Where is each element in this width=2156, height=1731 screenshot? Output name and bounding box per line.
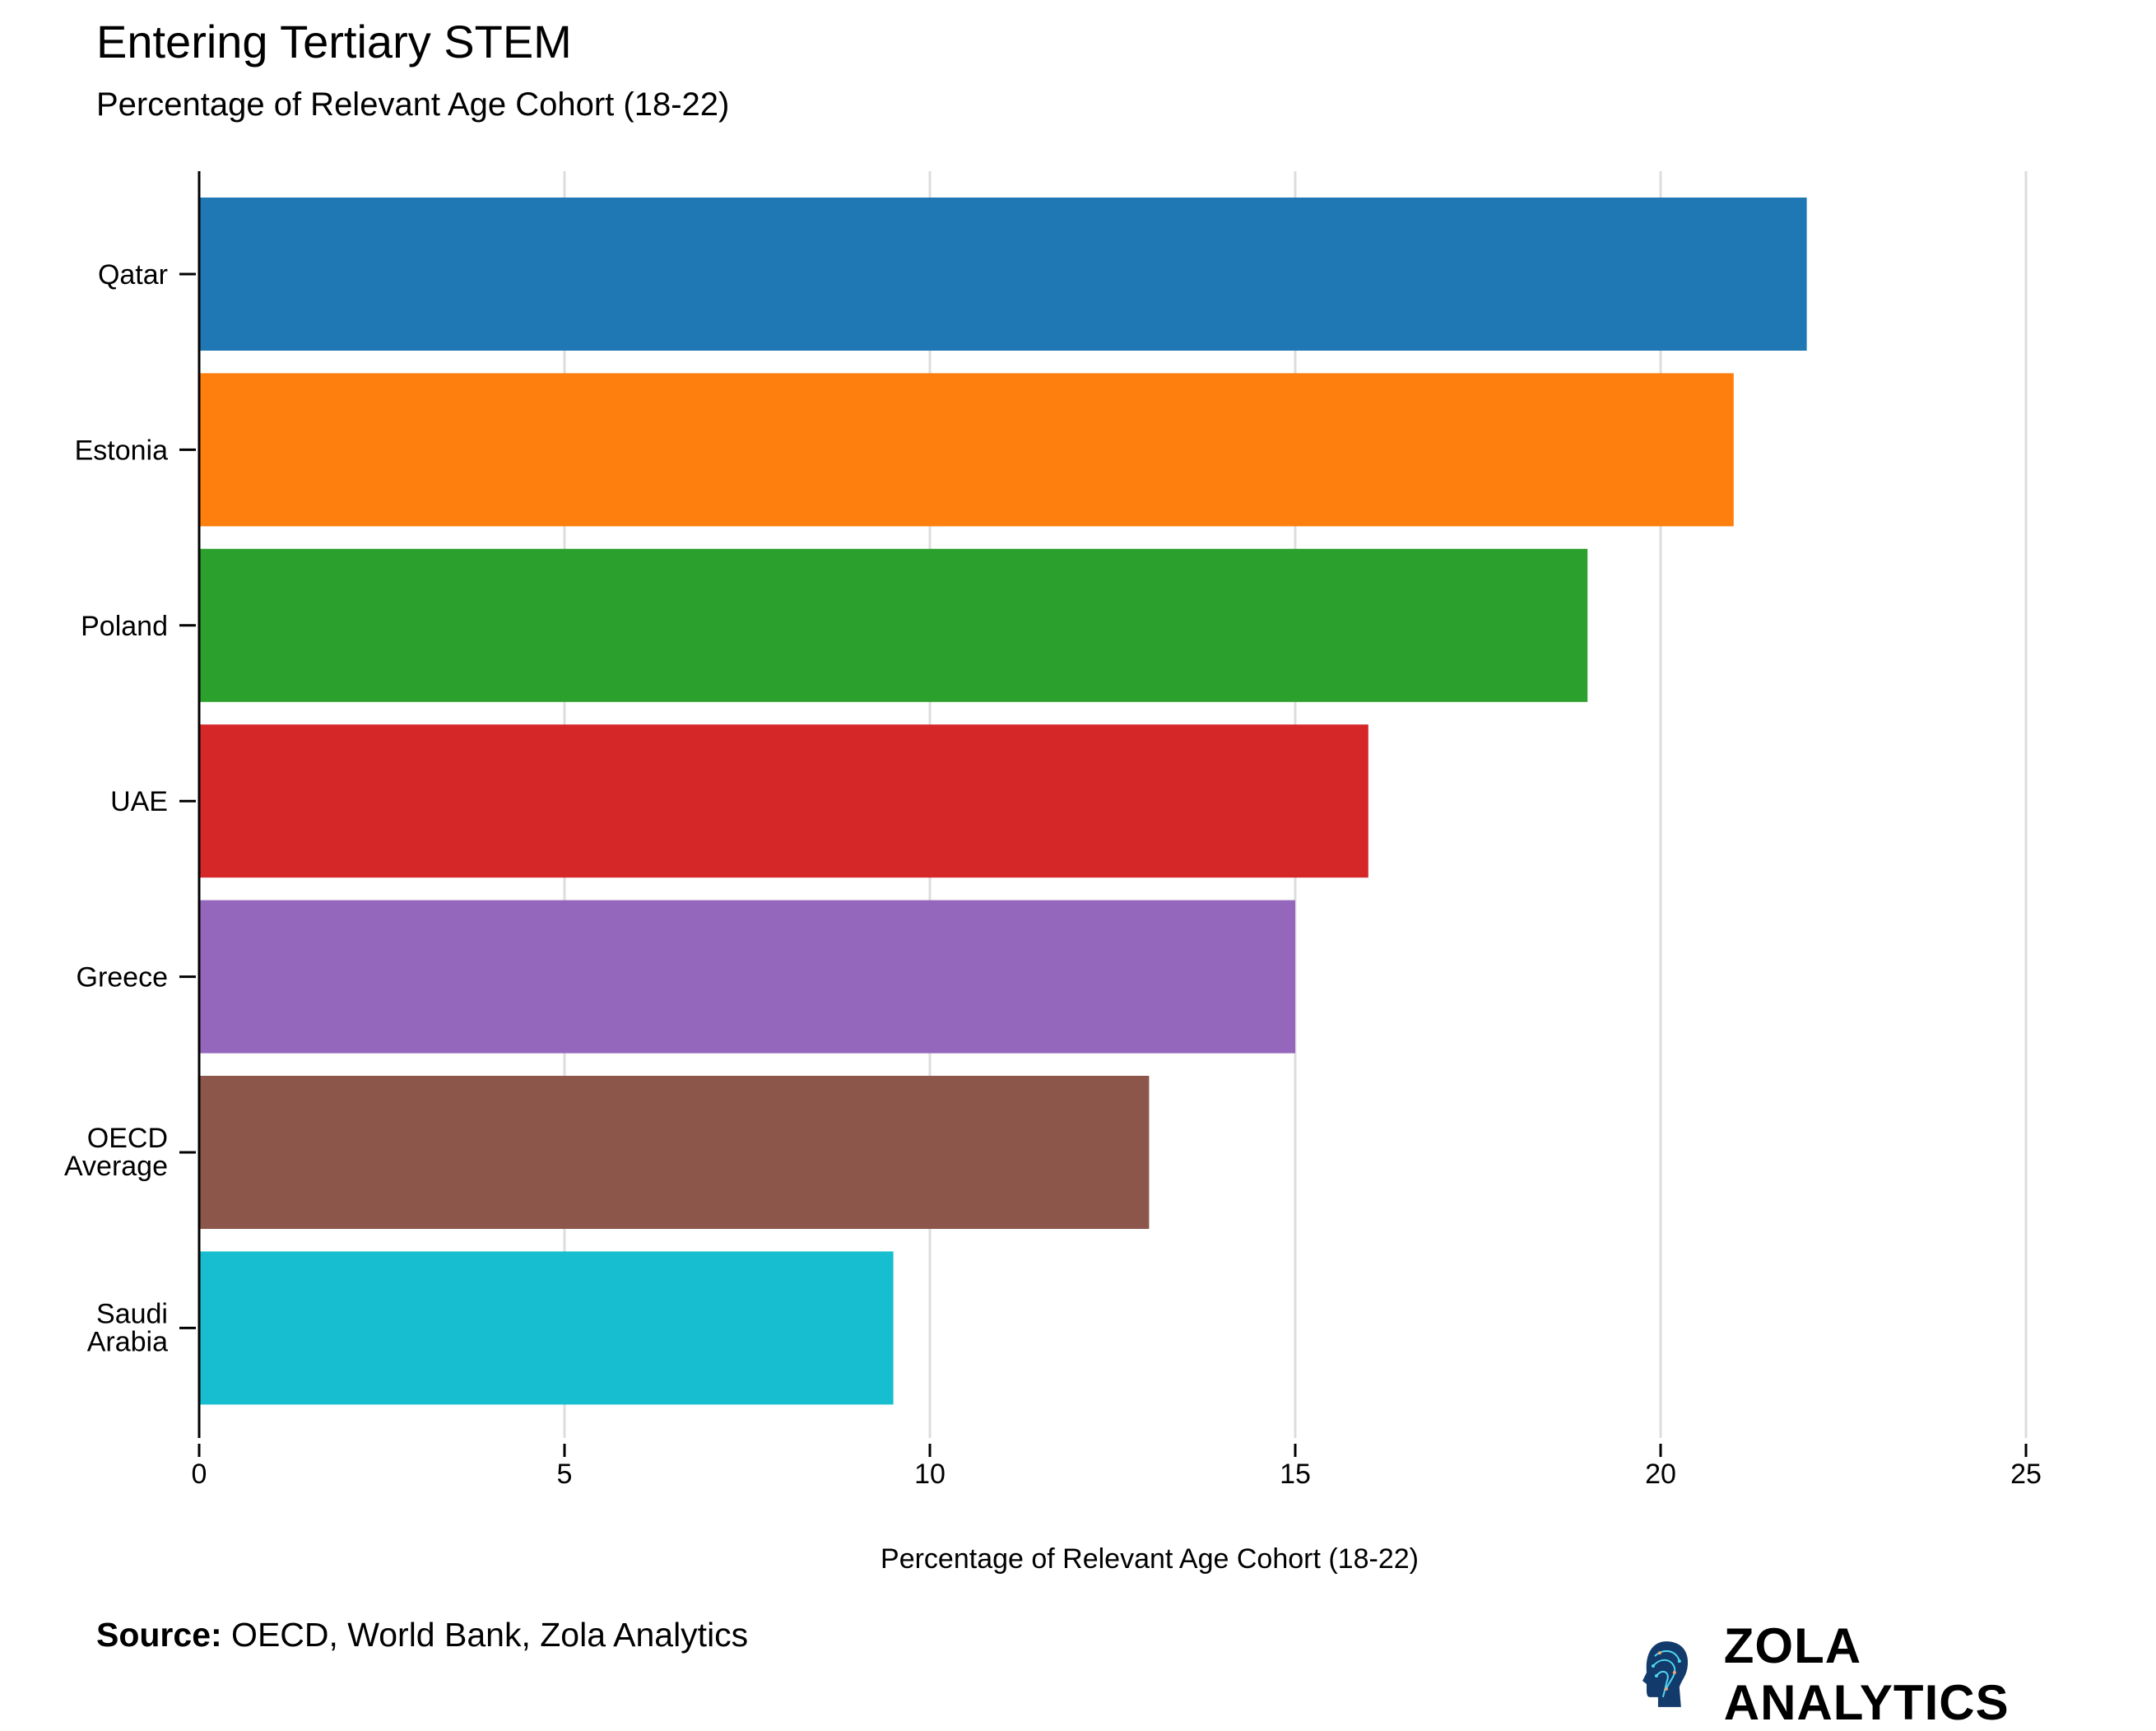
bar-poland — [199, 548, 1588, 702]
x-tick-label: 10 — [914, 1459, 946, 1490]
brand-name: ZOLA ANALYTICS — [1723, 1618, 2010, 1730]
brand-logo: ZOLA ANALYTICS — [1642, 1617, 2156, 1731]
x-tick-label: 20 — [1645, 1459, 1676, 1490]
x-axis-label: Percentage of Relevant Age Cohort (18-22… — [881, 1543, 1419, 1575]
y-tick-label: Poland — [81, 611, 168, 642]
y-tick-label: UAE — [110, 786, 168, 817]
source-text: OECD, World Bank, Zola Analytics — [221, 1616, 749, 1654]
y-tick-label: Greece — [77, 962, 169, 993]
x-tick-label: 0 — [192, 1459, 207, 1490]
x-tick-label: 15 — [1280, 1459, 1311, 1490]
chart-title: Entering Tertiary STEM — [96, 16, 572, 67]
source-note: Source: OECD, World Bank, Zola Analytics — [96, 1616, 748, 1654]
bar-oecd-average — [199, 1076, 1150, 1229]
x-tick-label: 5 — [557, 1459, 573, 1490]
bar-saudi-arabia — [199, 1251, 894, 1405]
brain-head-icon — [1642, 1641, 1689, 1707]
y-tick-label: OECD Average — [64, 1123, 168, 1182]
bar-uae — [199, 724, 1368, 878]
y-tick-label: Saudi Arabia — [87, 1298, 168, 1357]
y-tick-label: Estonia — [75, 435, 168, 466]
x-tick-label: 25 — [2010, 1459, 2042, 1490]
bar-greece — [199, 900, 1295, 1054]
bar-estonia — [199, 373, 1734, 527]
y-tick-label: Qatar — [98, 259, 168, 291]
chart-subtitle: Percentage of Relevant Age Cohort (18-22… — [96, 86, 730, 123]
source-label: Source: — [96, 1616, 222, 1654]
bar-qatar — [199, 198, 1807, 351]
